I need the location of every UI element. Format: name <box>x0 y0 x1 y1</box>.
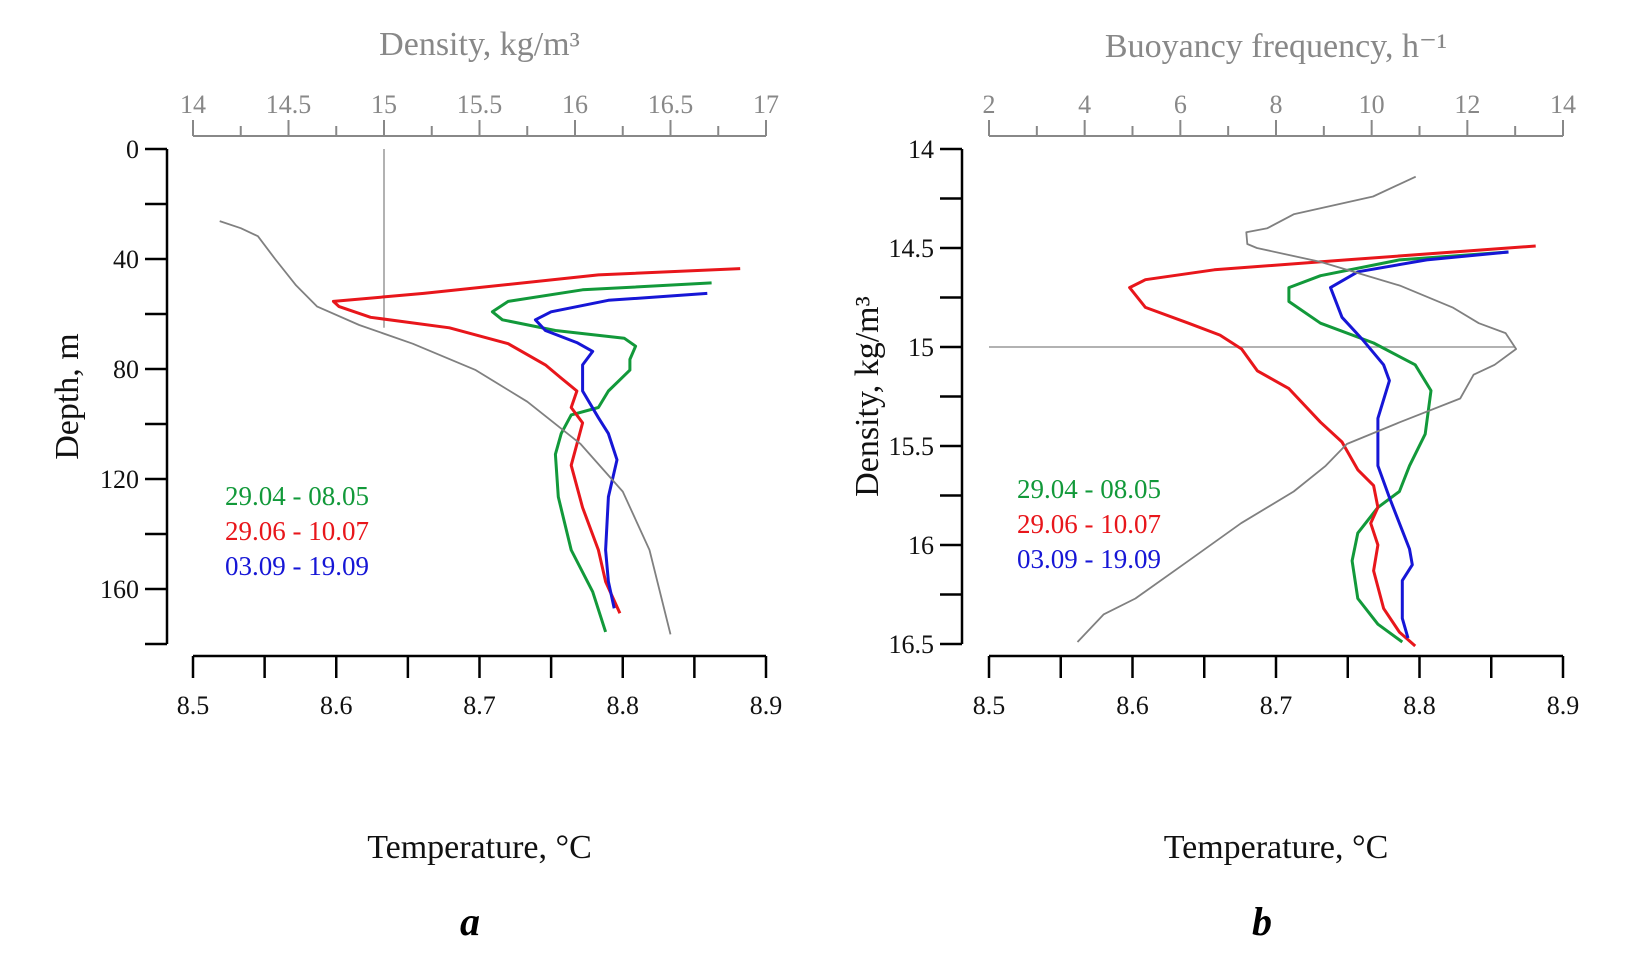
y-tick-label: 80 <box>113 355 139 384</box>
y-tick-label: 40 <box>113 245 139 274</box>
x-tick-label: 8.8 <box>607 691 640 720</box>
legend-entry: 29.04 - 08.05 <box>1017 474 1161 504</box>
series-line-2 <box>1329 250 1509 639</box>
legend-entry: 29.06 - 10.07 <box>225 516 369 546</box>
x2-tick-label: 15 <box>371 90 397 119</box>
x-tick-label: 8.9 <box>1547 691 1580 720</box>
series-line-1 <box>331 267 741 614</box>
y-tick-label: 120 <box>100 465 139 494</box>
y-axis-title: Density, kg/m³ <box>849 296 886 497</box>
x-tick-label: 8.5 <box>973 691 1006 720</box>
y-tick-label: 16 <box>908 531 934 560</box>
x2-tick-label: 15.5 <box>457 90 503 119</box>
x2-tick-label: 2 <box>983 90 996 119</box>
x2-tick-label: 14 <box>180 90 206 119</box>
legend-entry: 29.04 - 08.05 <box>225 481 369 511</box>
y-axis-title: Depth, m <box>49 333 86 460</box>
y-tick-label: 15 <box>908 333 934 362</box>
x2-tick-label: 14.5 <box>266 90 312 119</box>
panel-a: 8.5 8.6 8.7 8.8 8.9 Temperature, °C 14 14.5 15 15… <box>49 26 782 944</box>
series-line-0 <box>490 281 712 633</box>
x2-tick-label: 10 <box>1359 90 1385 119</box>
y-tick-label: 14.5 <box>889 234 935 263</box>
y-tick-label: 160 <box>100 575 139 604</box>
y-tick-label: 14 <box>908 135 934 164</box>
x2-axis-title: Density, kg/m³ <box>379 26 580 63</box>
y-tick-label: 16.5 <box>889 630 935 659</box>
x-tick-label: 8.8 <box>1403 691 1436 720</box>
x-axis-title: Temperature, °C <box>1164 829 1389 866</box>
x2-tick-label: 4 <box>1078 90 1091 119</box>
series-line-1 <box>1128 244 1536 648</box>
x2-tick-label: 6 <box>1174 90 1187 119</box>
y-tick-label: 15.5 <box>889 432 935 461</box>
x-tick-label: 8.6 <box>320 691 353 720</box>
x2-tick-label: 14 <box>1550 90 1576 119</box>
legend-entry: 03.09 - 19.09 <box>225 551 369 581</box>
panel-b: 8.5 8.6 8.7 8.8 8.9 Temperature, °C 2 4 6 8 10 12 14… <box>849 28 1579 944</box>
legend-entry: 03.09 - 19.09 <box>1017 544 1161 574</box>
panel-label: b <box>1252 899 1272 944</box>
x2-axis-title: Buoyancy frequency, h⁻¹ <box>1105 28 1447 65</box>
x2-tick-label: 16 <box>562 90 588 119</box>
series-line-gray <box>219 220 672 635</box>
series-line-gray <box>1076 175 1517 643</box>
series-line-2 <box>533 291 708 609</box>
y-tick-label: 0 <box>126 135 139 164</box>
x-axis-title: Temperature, °C <box>367 829 592 866</box>
x2-tick-label: 17 <box>753 90 779 119</box>
x2-tick-label: 8 <box>1270 90 1283 119</box>
x2-tick-label: 16.5 <box>648 90 694 119</box>
x2-tick-label: 12 <box>1454 90 1480 119</box>
x-tick-label: 8.7 <box>1260 691 1293 720</box>
x-tick-label: 8.7 <box>463 691 496 720</box>
x-tick-label: 8.6 <box>1116 691 1149 720</box>
x-tick-label: 8.5 <box>177 691 210 720</box>
legend-entry: 29.06 - 10.07 <box>1017 509 1161 539</box>
panel-label: a <box>460 899 480 944</box>
series-line-0 <box>1287 250 1509 644</box>
x-tick-label: 8.9 <box>750 691 783 720</box>
